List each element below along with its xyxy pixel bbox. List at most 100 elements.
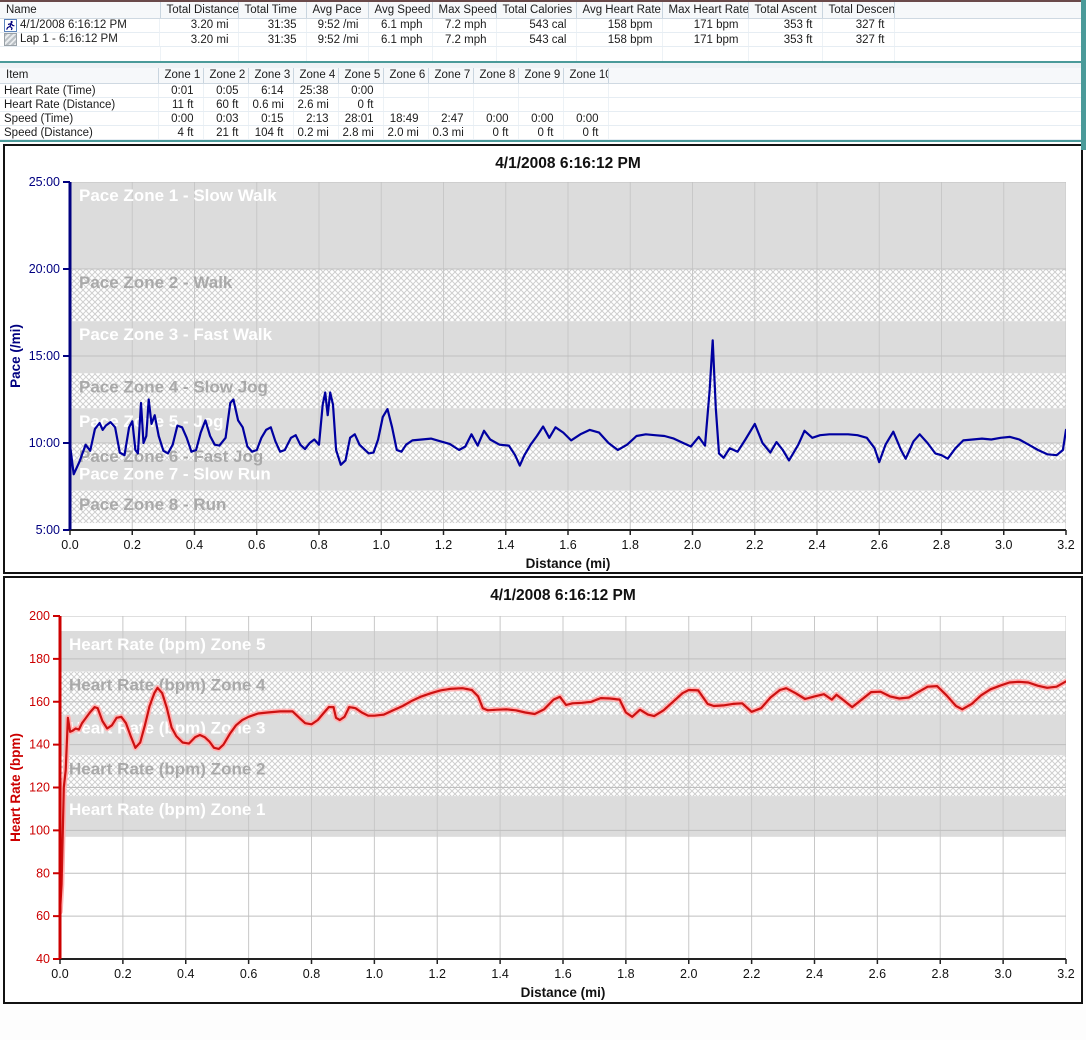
x-tick-label: 3.0 [994,967,1011,981]
zones-row-speed-time[interactable]: Speed (Time) 0:00 0:03 0:15 2:13 28:01 1… [0,111,1086,126]
y-axis-label: Heart Rate (bpm) [8,733,23,842]
column-header-max-speed[interactable]: Max Speed [432,2,497,19]
column-header-avg-speed[interactable]: Avg Speed [368,2,433,19]
x-tick-label: 2.2 [746,538,763,552]
column-header-filler [894,2,1086,19]
x-tick-label: 0.2 [124,538,141,552]
row-label: Heart Rate (Time) [0,83,159,98]
zones-row-speed-distance[interactable]: Speed (Distance) 4 ft 21 ft 104 ft 0.2 m… [0,125,1086,140]
cell-total-descent: 327 ft [822,18,895,33]
series-line-heart-rate [60,680,1066,913]
zone-band-label: Heart Rate (bpm) Zone 3 [69,719,265,738]
column-header-zone-1[interactable]: Zone 1 [158,67,204,84]
pace-chart[interactable]: Pace Zone 1 - Slow Walk Pace Zone 2 - Wal… [3,144,1083,574]
x-tick-label: 1.0 [366,967,383,981]
lap-row[interactable]: Lap 1 - 6:16:12 PM 3.20 mi 31:35 9:52 /m… [0,32,1086,47]
column-header-total-descent[interactable]: Total Descent [822,2,895,19]
column-header-zone-8[interactable]: Zone 8 [473,67,519,84]
zone-band-label: Pace Zone 3 - Fast Walk [79,325,273,344]
column-header-zone-2[interactable]: Zone 2 [203,67,249,84]
column-header-total-ascent[interactable]: Total Ascent [748,2,823,19]
x-tick-label: 2.6 [869,967,886,981]
column-header-zone-3[interactable]: Zone 3 [248,67,294,84]
cell-total-descent: 327 ft [822,32,895,47]
column-header-total-time[interactable]: Total Time [238,2,307,19]
section-separator [0,60,1086,63]
x-tick-label: 0.4 [177,967,194,981]
zones-row-hr-time[interactable]: Heart Rate (Time) 0:01 0:05 6:14 25:38 0… [0,83,1086,98]
cell-total-time: 31:35 [238,32,307,47]
cell-total-distance: 3.20 mi [160,18,239,33]
x-tick-label: 3.0 [995,538,1012,552]
x-tick-label: 0.8 [303,967,320,981]
x-tick-label: 3.2 [1057,538,1074,552]
column-header-zone-6[interactable]: Zone 6 [383,67,429,84]
zone-band-label: Pace Zone 7 - Slow Run [79,464,271,483]
row-label: Speed (Time) [0,111,159,126]
summary-header-row: Name Total Distance Total Time Avg Pace … [0,2,1086,19]
zones-row-hr-distance[interactable]: Heart Rate (Distance) 11 ft 60 ft 0.6 mi… [0,97,1086,112]
y-axis-label: Pace (/mi) [8,324,23,388]
zone-band-label: Pace Zone 1 - Slow Walk [79,186,277,205]
column-header-max-heart-rate[interactable]: Max Heart Rate [662,2,749,19]
x-tick-label: 2.8 [933,538,950,552]
column-header-name[interactable]: Name [0,2,161,19]
y-tick-label: 120 [29,781,50,795]
cell-avg-pace: 9:52 /mi [306,18,369,33]
zone-band-label: Heart Rate (bpm) Zone 4 [69,676,266,695]
cell-total-ascent: 353 ft [748,18,823,33]
x-tick-label: 1.2 [429,967,446,981]
column-header-filler [608,67,1086,84]
column-header-zone-4[interactable]: Zone 4 [293,67,339,84]
zone-band-label: Pace Zone 2 - Walk [79,273,233,292]
column-header-zone-7[interactable]: Zone 7 [428,67,474,84]
zone-band-label: Heart Rate (bpm) Zone 5 [69,635,265,654]
cell-max-heart-rate: 171 bpm [662,32,749,47]
cell-total-time: 31:35 [238,18,307,33]
chart-title: 4/1/2008 6:16:12 PM [495,155,641,172]
x-tick-label: 1.6 [554,967,571,981]
x-tick-label: 2.8 [932,967,949,981]
lap-icon [4,32,17,46]
column-header-zone-9[interactable]: Zone 9 [518,67,564,84]
summary-table: Name Total Distance Total Time Avg Pace … [0,2,1086,61]
x-tick-label: 0.0 [51,967,68,981]
column-header-zone-5[interactable]: Zone 5 [338,67,384,84]
x-axis-label: Distance (mi) [521,985,606,1000]
x-tick-label: 1.4 [497,538,514,552]
x-tick-label: 2.4 [806,967,823,981]
y-tick-label: 25:00 [29,175,60,189]
zone-band-label: Heart Rate (bpm) Zone 1 [69,800,265,819]
column-header-total-calories[interactable]: Total Calories [496,2,577,19]
heart-rate-chart-svg: Heart Rate (bpm) Zone 5 Heart Rate (bpm) … [5,578,1081,1002]
y-tick-label: 20:00 [29,262,60,276]
x-axis-label: Distance (mi) [526,556,611,571]
column-header-avg-heart-rate[interactable]: Avg Heart Rate [576,2,663,19]
cell-avg-heart-rate: 158 bpm [576,18,663,33]
x-tick-label: 1.8 [617,967,634,981]
activity-runner-icon [4,18,17,32]
column-header-zone-10[interactable]: Zone 10 [563,67,609,84]
zone-band-label: Pace Zone 8 - Run [79,495,226,514]
y-tick-label: 80 [36,866,50,880]
zones-table: Item Zone 1 Zone 2 Zone 3 Zone 4 Zone 5 … [0,67,1086,140]
cell-total-calories: 543 cal [496,18,577,33]
x-tick-label: 1.0 [373,538,390,552]
zones-header-row: Item Zone 1 Zone 2 Zone 3 Zone 4 Zone 5 … [0,67,1086,84]
activity-row[interactable]: 4/1/2008 6:16:12 PM 3.20 mi 31:35 9:52 /… [0,18,1086,33]
column-header-total-distance[interactable]: Total Distance [160,2,239,19]
x-tick-label: 2.0 [684,538,701,552]
x-tick-label: 2.2 [743,967,760,981]
column-header-avg-pace[interactable]: Avg Pace [306,2,369,19]
row-label: Heart Rate (Distance) [0,97,159,112]
row-label: Speed (Distance) [0,125,159,140]
x-tick-label: 1.8 [622,538,639,552]
window-top-border [0,0,1086,2]
heart-rate-chart[interactable]: Heart Rate (bpm) Zone 5 Heart Rate (bpm) … [3,576,1083,1004]
x-tick-label: 0.0 [61,538,78,552]
empty-row [0,46,1086,61]
x-tick-label: 1.2 [435,538,452,552]
x-tick-label: 0.6 [240,967,257,981]
x-tick-label: 0.8 [310,538,327,552]
column-header-item[interactable]: Item [0,67,159,84]
